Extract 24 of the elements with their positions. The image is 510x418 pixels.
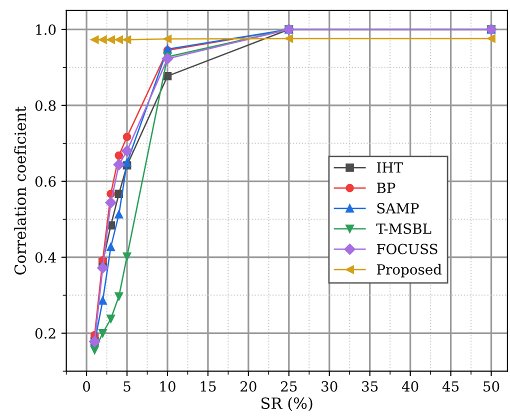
x-tick-label: 10 (160, 381, 176, 392)
legend-label: FOCUSS (376, 244, 438, 254)
x-tick-label: 30 (322, 381, 338, 392)
x-tick-label: 15 (200, 381, 216, 392)
y-tick-label: 0.2 (35, 328, 56, 339)
legend-label: SAMP (377, 203, 419, 214)
y-axis-title: Correlation coeficient (14, 106, 26, 275)
y-tick-label: 0.4 (35, 252, 56, 263)
x-tick-label: 40 (402, 381, 418, 392)
x-axis-title: SR (%) (262, 397, 312, 412)
legend-label: IHT (376, 162, 403, 173)
x-tick-label: 45 (442, 381, 459, 392)
x-tick-label: 20 (240, 381, 256, 392)
x-tick-label: 25 (281, 381, 297, 392)
x-tick-label: 50 (484, 381, 500, 392)
legend-label: BP (376, 182, 396, 193)
y-tick-label: 0.6 (35, 176, 56, 187)
legend-label: T-MSBL (376, 223, 432, 234)
x-tick-label: 35 (362, 381, 378, 392)
x-tick-label: 0 (83, 381, 90, 392)
y-tick-label: 0.8 (35, 100, 56, 111)
y-tick-label: 1.0 (36, 24, 56, 35)
x-tick-label: 5 (124, 381, 130, 392)
legend-label: Proposed (376, 264, 442, 278)
